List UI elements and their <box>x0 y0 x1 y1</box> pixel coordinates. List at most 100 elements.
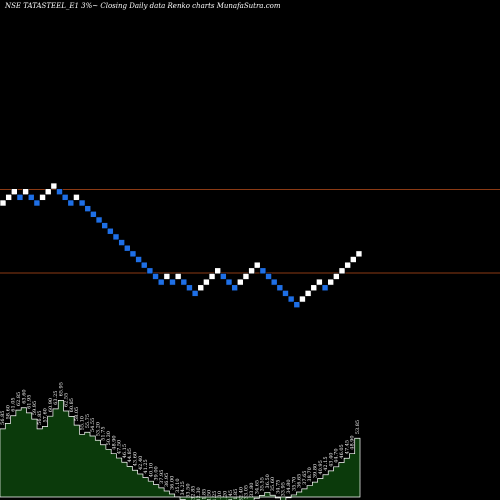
volume-label: 35.55 <box>260 477 266 491</box>
renko-brick-down <box>180 278 188 286</box>
volume-label: 31.85 <box>233 489 239 500</box>
renko-brick-up <box>0 199 7 207</box>
chart-title: NSE TATASTEEL_E1 3%~ Closing Daily data … <box>4 2 281 10</box>
volume-label: 37.65 <box>302 471 308 485</box>
renko-brick-up <box>163 273 171 280</box>
volume-label: 32.30 <box>196 487 202 500</box>
renko-brick-down <box>152 273 159 280</box>
volume-label: 33.95 <box>281 482 287 496</box>
volume-label: 42.15 <box>323 456 329 470</box>
renko-brick-down <box>282 290 289 297</box>
renko-brick-down <box>220 273 227 280</box>
volume-label: 39.80 <box>313 464 319 478</box>
volume-label: 40.95 <box>318 460 324 474</box>
volume-label: 36.50 <box>265 474 271 488</box>
renko-brick-down <box>84 205 92 212</box>
renko-brick-up <box>174 273 182 280</box>
volume-label: 36.95 <box>164 473 170 487</box>
volume-label: 46.05 <box>339 444 345 458</box>
volume-label: 54.55 <box>90 418 96 432</box>
renko-brick-down <box>33 199 41 207</box>
renko-brick-down <box>112 233 120 241</box>
renko-brick-down <box>191 290 199 297</box>
volume-label: 34.25 <box>180 481 186 495</box>
volume-label: 35.60 <box>270 477 276 491</box>
volume-label: 60.85 <box>69 398 75 412</box>
renko-brick-down <box>287 295 295 303</box>
volume-label: 42.40 <box>138 456 144 470</box>
renko-brick-up <box>349 256 357 263</box>
volume-label: 61.05 <box>11 397 17 411</box>
volume-area-path <box>0 400 361 500</box>
renko-brick-down <box>186 284 193 292</box>
renko-brick-down <box>293 301 301 309</box>
volume-label: 57.60 <box>43 408 49 422</box>
renko-brick-up <box>355 250 363 258</box>
renko-brick-down <box>276 284 284 292</box>
volume-label: 63.60 <box>21 389 27 403</box>
volume-label: 44.70 <box>334 448 340 462</box>
volume-area <box>0 400 361 500</box>
renko-brick-up <box>253 261 261 269</box>
volume-label: 65.95 <box>58 382 64 396</box>
volume-label: 47.45 <box>344 440 350 454</box>
renko-brick-up <box>11 188 18 195</box>
renko-brick-up <box>310 284 318 292</box>
renko-brick-up <box>197 284 205 292</box>
volume-label: 46.15 <box>122 444 128 458</box>
renko-brick-up <box>338 267 346 275</box>
renko-brick-down <box>56 188 63 195</box>
volume-label: 32.40 <box>238 487 244 500</box>
volume-label: 34.80 <box>286 479 292 493</box>
renko-brick-up <box>22 188 29 195</box>
volume-label: 53.20 <box>95 422 101 436</box>
renko-brick-up <box>327 278 335 286</box>
renko-brick-up <box>73 194 80 201</box>
volume-label: 31.50 <box>207 490 213 500</box>
renko-brick-up <box>50 182 58 190</box>
volume-label: 33.80 <box>249 483 255 497</box>
renko-brick-down <box>140 261 148 269</box>
renko-brick-down <box>61 194 69 201</box>
renko-brick-up <box>304 290 312 297</box>
volume-label: 36.65 <box>297 474 303 488</box>
volume-label: 62.85 <box>16 392 22 406</box>
volume-label: 40.10 <box>148 463 154 477</box>
volume-label: 53.85 <box>355 420 361 434</box>
volume-label: 31.10 <box>217 491 223 500</box>
renko-brick-down <box>27 194 35 201</box>
renko-brick-down <box>157 278 165 286</box>
renko-brick-down <box>129 250 137 258</box>
renko-brick-up <box>208 273 216 280</box>
renko-brick-up <box>344 261 351 269</box>
volume-label: 39.00 <box>154 466 160 480</box>
volume-label: 58.05 <box>74 407 80 421</box>
renko-brick-down <box>259 267 267 275</box>
volume-label: 55.10 <box>80 416 86 430</box>
volume-label: 48.90 <box>350 435 356 449</box>
renko-brick-down <box>67 199 75 207</box>
volume-label: 31.20 <box>223 491 229 500</box>
volume-label: 31.45 <box>228 490 234 500</box>
renko-brick-down <box>265 273 272 280</box>
renko-brick-down <box>321 284 329 292</box>
renko-brick-up <box>333 273 340 280</box>
volume-label: 38.70 <box>307 467 313 481</box>
volume-label: 34.65 <box>254 480 260 494</box>
volume-label: 36.00 <box>170 476 176 490</box>
volume-label: 58.60 <box>5 405 11 419</box>
volume-label: 41.25 <box>143 459 149 473</box>
volume-label: 50.30 <box>106 431 112 445</box>
volume-label: 35.10 <box>175 478 181 492</box>
renko-brick-up <box>242 273 250 280</box>
volume-label: 37.95 <box>159 470 165 484</box>
volume-label: 44.85 <box>127 448 133 462</box>
volume-label: 55.75 <box>85 414 91 428</box>
renko-brick-down <box>231 284 238 292</box>
volume-label: 56.85 <box>0 411 6 425</box>
volume-label: 61.95 <box>27 395 33 409</box>
renko-brick-up <box>203 278 210 286</box>
volume-label: 47.50 <box>117 440 123 454</box>
